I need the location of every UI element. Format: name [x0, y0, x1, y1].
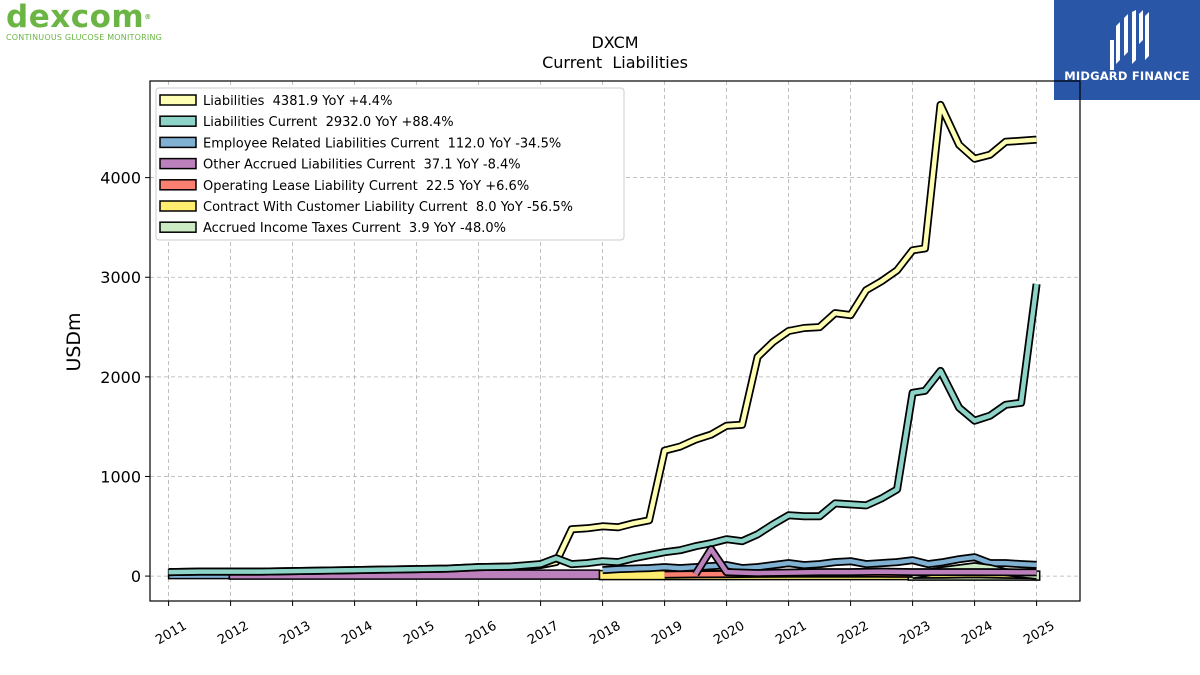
x-tick-label: 2022 — [835, 619, 871, 649]
y-tick-label: 3000 — [100, 268, 141, 287]
x-tick-label: 2012 — [215, 619, 251, 649]
x-tick-label: 2016 — [463, 619, 499, 649]
legend-label: Liabilities 4381.9 YoY +4.4% — [203, 94, 392, 109]
legend-swatch — [159, 136, 197, 149]
legend-label: Operating Lease Liability Current 22.5 Y… — [203, 179, 529, 194]
legend-label: Contract With Customer Liability Current… — [203, 200, 573, 215]
legend-item: Liabilities 4381.9 YoY +4.4% — [159, 94, 392, 109]
series-line — [693, 546, 1037, 576]
x-tick-label: 2020 — [711, 619, 747, 649]
legend-swatch — [159, 94, 197, 106]
chart-subtitle: Current Liabilities — [542, 53, 688, 72]
series-lines — [168, 100, 1041, 580]
chart-title: DXCM — [591, 33, 638, 52]
x-tick-label: 2018 — [587, 619, 623, 649]
x-tick-label: 2013 — [277, 619, 313, 649]
x-tick-label: 2023 — [897, 619, 933, 649]
brand-name: dexcom — [6, 0, 145, 35]
publisher-name: MIDGARD FINANCE — [1064, 69, 1190, 83]
brand-tagline: CONTINUOUS GLUCOSE MONITORING — [6, 33, 163, 42]
legend-swatch — [159, 115, 197, 127]
x-tick-label: 2014 — [339, 619, 375, 649]
x-tick-label: 2025 — [1021, 619, 1057, 649]
legend-item: Other Accrued Liabilities Current 37.1 Y… — [159, 157, 521, 173]
dexcom-logo: dexcom® CONTINUOUS GLUCOSE MONITORING — [6, 0, 162, 42]
legend-label: Employee Related Liabilities Current 112… — [203, 136, 561, 151]
x-tick-label: 2024 — [959, 619, 995, 649]
legend-item: Operating Lease Liability Current 22.5 Y… — [159, 179, 529, 194]
legend-item: Employee Related Liabilities Current 112… — [159, 136, 561, 151]
x-tick-label: 2017 — [525, 619, 561, 649]
legend-item: Liabilities Current 2932.0 YoY +88.4% — [159, 115, 454, 130]
series-line — [602, 554, 1037, 573]
legend-swatch — [159, 179, 197, 191]
registered-mark: ® — [144, 13, 152, 21]
legend-label: Other Accrued Liabilities Current 37.1 Y… — [203, 158, 521, 173]
y-tick-label: 1000 — [100, 467, 141, 486]
x-tick-label: 2011 — [153, 619, 189, 649]
series-other_accrued — [692, 545, 1037, 578]
legend-swatch — [159, 157, 197, 170]
legend-swatch — [159, 200, 197, 212]
series-liabilities_current — [168, 283, 1041, 577]
legend-swatch — [159, 221, 197, 233]
legend-label: Liabilities Current 2932.0 YoY +88.4% — [203, 115, 454, 130]
y-axis-label: USDm — [63, 312, 85, 371]
legend-item: Accrued Income Taxes Current 3.9 YoY -48… — [159, 221, 506, 236]
plot-area-frame — [149, 80, 1081, 602]
legend: Liabilities 4381.9 YoY +4.4% Liabilities … — [155, 87, 625, 241]
x-tick-label: 2021 — [773, 619, 809, 649]
publisher-badge: MIDGARD FINANCE — [1054, 0, 1200, 100]
legend-item: Contract With Customer Liability Current… — [159, 200, 573, 215]
x-tick-label: 2015 — [401, 619, 437, 649]
publisher-logo-icon — [1110, 10, 1149, 70]
series-employee — [602, 553, 1037, 575]
y-tick-label: 4000 — [100, 169, 141, 188]
series-line — [168, 283, 1039, 575]
x-tick-label: 2019 — [649, 619, 685, 649]
y-tick-label: 0 — [131, 567, 141, 586]
y-tick-label: 2000 — [100, 368, 141, 387]
legend-label: Accrued Income Taxes Current 3.9 YoY -48… — [203, 221, 506, 236]
legend-frame — [155, 87, 625, 241]
